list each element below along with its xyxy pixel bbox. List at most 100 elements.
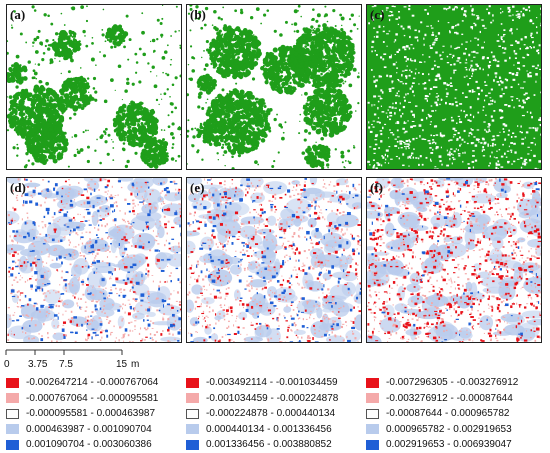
- canopy-dot: [38, 119, 40, 121]
- gap-speck: [411, 111, 413, 113]
- gap-speck: [408, 144, 410, 145]
- gap-speck: [373, 159, 375, 160]
- canopy-dot: [214, 60, 216, 62]
- canopy-dot: [105, 40, 107, 42]
- gap-speck: [485, 85, 488, 86]
- gap-speck: [377, 107, 378, 109]
- canopy-dot: [68, 70, 71, 73]
- canopy-dot: [333, 71, 336, 74]
- gap-speck: [527, 73, 529, 75]
- canopy-dot: [187, 163, 188, 164]
- canopy-dot: [61, 34, 65, 38]
- canopy-dot: [202, 84, 204, 86]
- gap-speck: [484, 129, 485, 131]
- canopy-dot: [311, 125, 314, 128]
- canopy-dot: [260, 116, 263, 119]
- canopy-dot: [144, 122, 147, 125]
- canopy-dot: [151, 128, 156, 133]
- gap-speck: [439, 155, 442, 157]
- gap-speck: [531, 47, 532, 49]
- canopy-dot: [341, 25, 342, 26]
- canopy-dot: [51, 152, 54, 155]
- gap-speck: [492, 135, 494, 137]
- canopy-dot: [38, 30, 41, 33]
- gap-speck: [446, 83, 447, 85]
- canopy-dot: [223, 24, 227, 28]
- canopy-dot: [107, 153, 110, 156]
- canopy-dot: [280, 126, 283, 129]
- canopy-dot: [219, 106, 221, 108]
- gap-speck: [531, 150, 532, 151]
- canopy-dot: [226, 55, 227, 56]
- canopy-dot: [213, 26, 217, 30]
- gap-speck: [503, 131, 505, 133]
- canopy-dot: [256, 58, 258, 60]
- gap-speck: [508, 105, 511, 107]
- canopy-dot: [277, 80, 281, 84]
- canopy-dot: [104, 140, 107, 143]
- gap-speck: [456, 24, 458, 25]
- gap-speck: [477, 17, 479, 19]
- canopy-dot: [252, 142, 256, 146]
- canopy-dot: [345, 51, 346, 52]
- canopy-dot: [40, 85, 45, 90]
- canopy-dot: [205, 63, 209, 67]
- gap-speck: [485, 115, 487, 116]
- gap-speck: [462, 161, 463, 163]
- texture-a: [7, 5, 181, 169]
- canopy-dot: [313, 122, 316, 125]
- canopy-dot: [136, 139, 138, 141]
- canopy-dot: [59, 132, 62, 135]
- canopy-dot: [204, 68, 207, 71]
- gap-speck: [454, 130, 457, 131]
- canopy-dot: [243, 32, 246, 35]
- gap-speck: [395, 102, 397, 104]
- gap-speck: [526, 131, 528, 133]
- gap-speck: [449, 158, 450, 160]
- gap-speck: [446, 92, 448, 94]
- canopy-dot: [16, 80, 18, 82]
- gap-speck: [448, 84, 449, 85]
- canopy-dot: [326, 59, 331, 64]
- gap-speck: [430, 124, 431, 125]
- canopy-dot: [253, 52, 256, 55]
- gap-speck: [436, 104, 438, 106]
- canopy-dot: [101, 29, 103, 31]
- gap-speck: [466, 76, 467, 77]
- canopy-dot: [16, 55, 20, 59]
- gap-speck: [405, 122, 406, 123]
- canopy-dot: [22, 100, 24, 102]
- gap-speck: [430, 160, 431, 161]
- canopy-dot: [209, 57, 213, 61]
- gap-speck: [475, 144, 477, 146]
- canopy-dot: [357, 102, 359, 104]
- gap-speck: [496, 65, 499, 67]
- gap-speck: [455, 89, 457, 90]
- gap-speck: [518, 105, 520, 107]
- canopy-dot: [298, 132, 300, 134]
- canopy-dot: [27, 131, 28, 132]
- gap-speck: [446, 88, 447, 89]
- canopy-dot: [209, 143, 213, 147]
- gap-speck: [540, 9, 541, 10]
- gap-speck: [427, 13, 429, 15]
- canopy-dot: [332, 9, 335, 12]
- canopy-dot: [79, 83, 82, 86]
- gap-speck: [515, 57, 517, 58]
- diff-patch: [50, 263, 62, 269]
- gap-speck: [385, 154, 386, 156]
- gap-speck: [369, 164, 371, 165]
- gap-speck: [411, 71, 413, 73]
- canopy-dot: [245, 135, 251, 141]
- canopy-dot: [50, 23, 53, 26]
- canopy-dot: [43, 126, 45, 128]
- diff-patch: [90, 195, 108, 205]
- canopy-dot: [35, 50, 39, 54]
- canopy-dot: [252, 77, 255, 80]
- gap-speck: [495, 157, 497, 158]
- canopy-dot: [234, 127, 238, 131]
- gap-speck: [505, 79, 507, 81]
- canopy-dot: [321, 113, 324, 116]
- canopy-dot: [222, 6, 224, 8]
- canopy-dot: [57, 138, 62, 143]
